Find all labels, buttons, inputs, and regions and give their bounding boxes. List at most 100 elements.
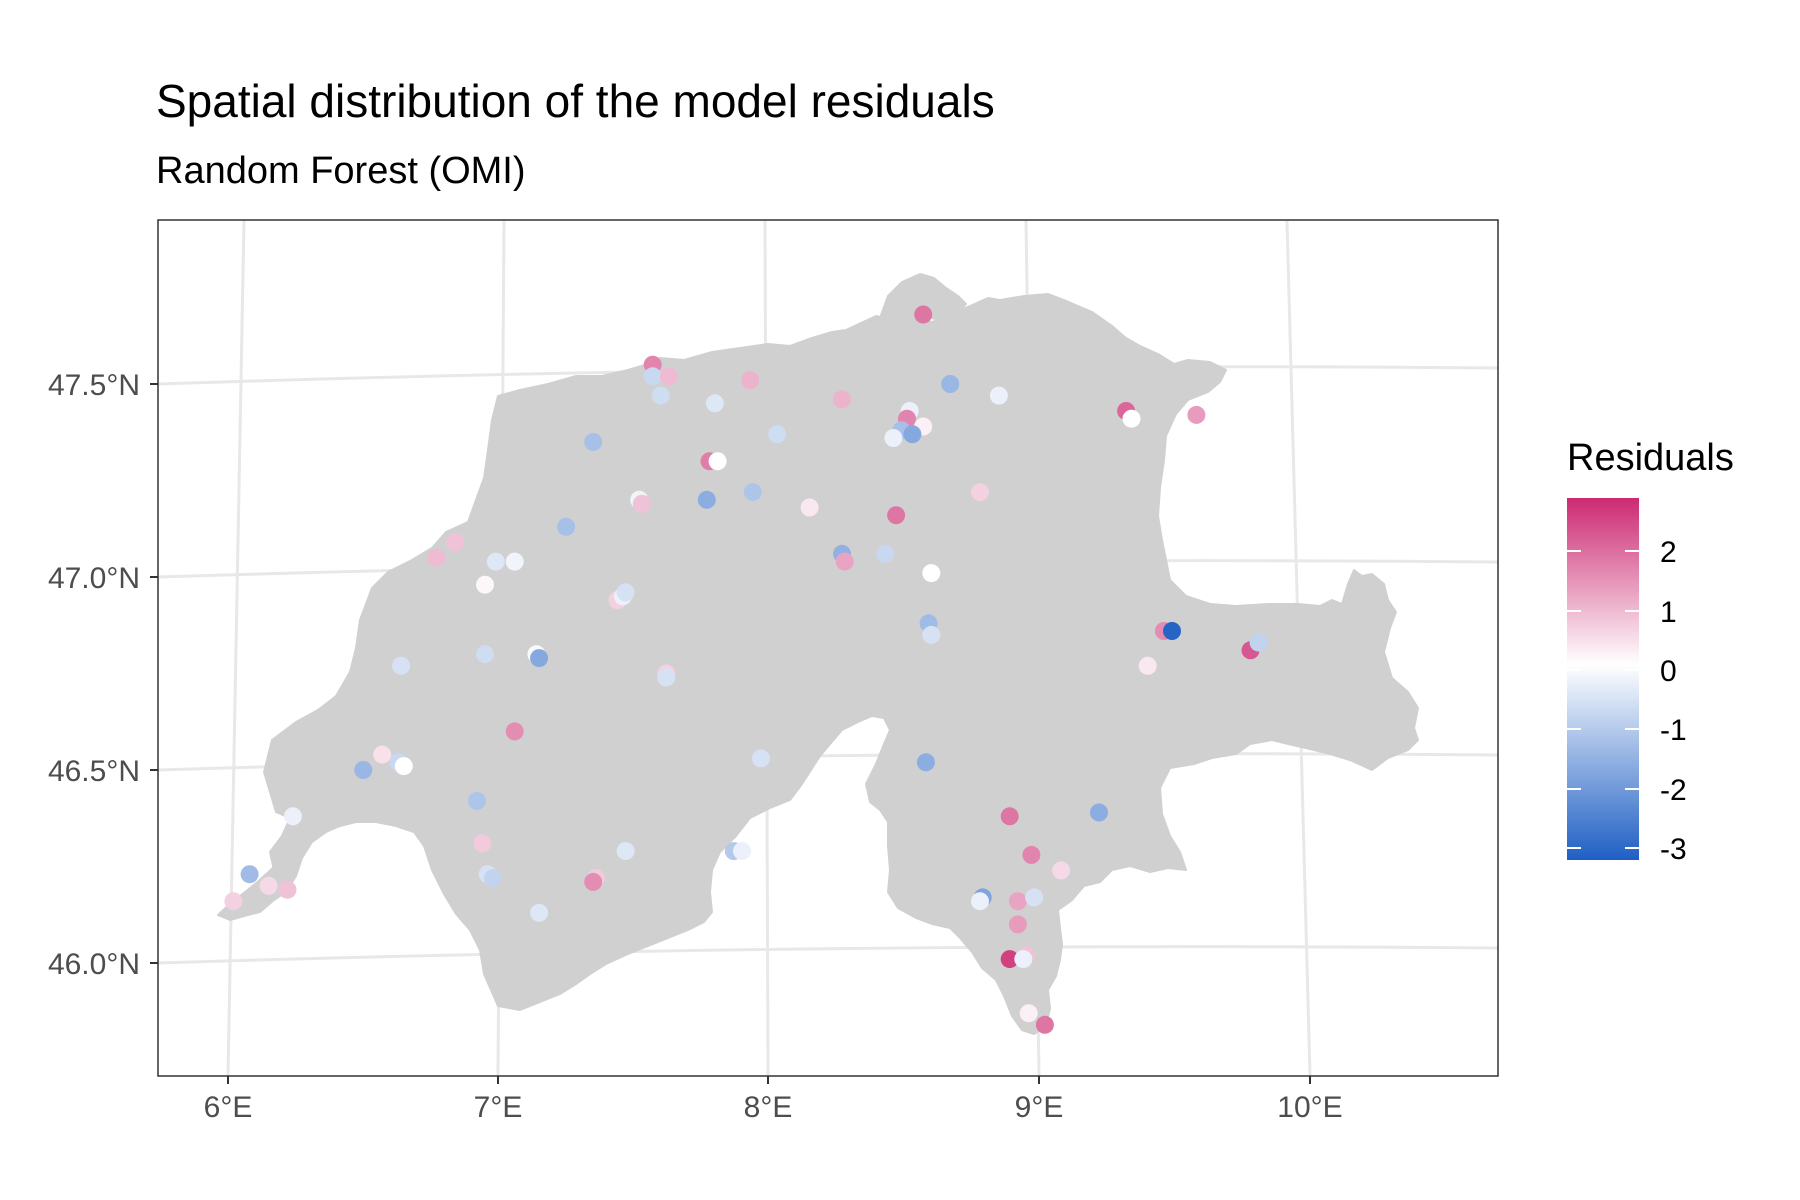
- residual-point: [476, 575, 494, 594]
- residual-point: [1035, 1015, 1054, 1034]
- residual-point: [705, 394, 724, 413]
- residual-point: [484, 869, 503, 888]
- residual-point: [259, 876, 278, 895]
- residual-point: [659, 367, 678, 386]
- residual-point: [224, 892, 243, 911]
- residual-point: [632, 494, 651, 513]
- residual-point: [887, 506, 906, 525]
- residual-point: [1008, 915, 1027, 934]
- y-axis: 46.0°N 46.5°N 47.0°N 47.5°N: [48, 369, 158, 981]
- x-tick-label: 10°E: [1277, 1091, 1342, 1124]
- residual-point: [1187, 405, 1206, 424]
- legend-title: Residuals: [1567, 437, 1734, 479]
- residual-point: [833, 390, 851, 409]
- residual-point: [505, 552, 524, 571]
- residual-point: [768, 425, 787, 444]
- residual-point: [584, 432, 603, 451]
- chart-subtitle: Random Forest (OMI): [156, 150, 526, 192]
- residual-point: [283, 807, 302, 826]
- x-tick-label: 7°E: [474, 1091, 523, 1124]
- chart-title: Spatial distribution of the model residu…: [156, 75, 995, 127]
- residual-point: [743, 483, 762, 502]
- y-tick-label: 47.0°N: [48, 562, 140, 595]
- residual-point: [278, 880, 297, 899]
- schaffhausen-enclave: [879, 273, 967, 327]
- residual-point: [505, 722, 524, 741]
- residual-point: [800, 498, 819, 517]
- residual-point: [876, 544, 895, 563]
- legend: Residuals 2 1 0 -1 -2 -3: [1567, 437, 1734, 866]
- residual-point: [473, 834, 492, 853]
- gridline-lat-46.0: [158, 945, 1498, 965]
- residual-point: [616, 842, 635, 861]
- plot-panel: [157, 219, 1499, 1077]
- x-tick-label: 8°E: [744, 1091, 793, 1124]
- residual-point: [354, 761, 373, 779]
- legend-label: -1: [1660, 714, 1687, 747]
- residual-point: [708, 452, 727, 471]
- residual-point: [467, 791, 486, 810]
- residual-point: [557, 517, 576, 536]
- legend-label: 1: [1660, 596, 1677, 629]
- residual-point: [916, 753, 935, 772]
- x-tick-label: 9°E: [1015, 1091, 1064, 1124]
- residual-point: [373, 745, 392, 764]
- residual-point: [1052, 861, 1071, 880]
- residual-point: [1122, 409, 1141, 428]
- residual-point: [922, 625, 941, 644]
- x-tick-label: 6°E: [204, 1091, 253, 1124]
- residual-point: [616, 583, 635, 602]
- legend-label: 2: [1660, 536, 1677, 569]
- legend-label: 0: [1660, 655, 1677, 688]
- y-tick-label: 46.0°N: [48, 948, 140, 981]
- residual-point: [1138, 656, 1157, 675]
- residual-point: [1000, 950, 1019, 969]
- residual-point: [1022, 845, 1041, 864]
- residual-point: [240, 865, 259, 884]
- legend-ticks: [1567, 550, 1639, 849]
- residual-point: [989, 386, 1008, 405]
- residual-point: [476, 645, 494, 664]
- residual-point: [971, 483, 989, 502]
- residual-point: [427, 548, 446, 567]
- residual-point: [697, 490, 716, 509]
- residual-point: [530, 903, 549, 922]
- residual-point: [1090, 803, 1108, 822]
- lake-geneva-north-shore: [236, 832, 312, 910]
- legend-label: -3: [1660, 833, 1687, 866]
- residual-point: [643, 367, 662, 386]
- residual-point: [1025, 888, 1044, 907]
- y-tick-label: 46.5°N: [48, 755, 140, 788]
- residual-point: [1163, 622, 1181, 640]
- x-axis: 6°E 7°E 8°E 9°E 10°E: [204, 1076, 1343, 1124]
- residual-point: [1249, 633, 1268, 652]
- legend-label: -2: [1660, 774, 1687, 807]
- residual-points: [224, 305, 1268, 1034]
- legend-colorbar: [1567, 498, 1639, 860]
- residual-point: [903, 425, 922, 444]
- panel-border: [157, 219, 1499, 1077]
- residual-point: [530, 649, 549, 668]
- switzerland-landmass: [217, 293, 1419, 1035]
- residual-point: [914, 305, 933, 324]
- residual-point: [751, 749, 770, 768]
- residual-point: [584, 872, 603, 891]
- residual-point: [835, 552, 854, 571]
- residual-point: [741, 371, 760, 390]
- residual-point: [657, 668, 676, 687]
- residual-point: [733, 842, 751, 861]
- gridline-lon-6: [226, 220, 246, 1076]
- residual-point: [884, 429, 903, 447]
- residual-point: [446, 533, 465, 552]
- residual-point: [486, 552, 505, 571]
- residual-point: [392, 656, 411, 675]
- residual-point: [1008, 892, 1027, 911]
- residual-point: [1000, 807, 1019, 826]
- y-tick-label: 47.5°N: [48, 369, 140, 402]
- residual-point: [394, 757, 413, 776]
- residual-point: [1019, 1004, 1038, 1023]
- residual-point: [971, 892, 989, 911]
- residual-point: [1014, 950, 1033, 969]
- residual-point: [651, 386, 670, 405]
